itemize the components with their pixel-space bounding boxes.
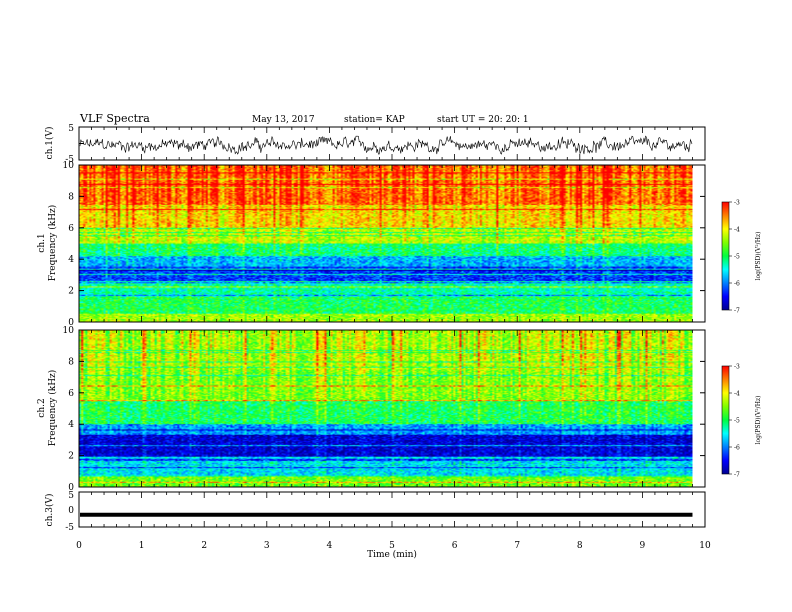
spec-ytick-label: 10 [63,161,75,171]
ch1-colorbar: -3 -4 -5 -6 -7 log(PSD)(V²/Hz) [721,200,762,315]
colorbar-tick-label: -5 [734,418,740,425]
ch1-spectrogram-panel: 0 2 4 6 8 10 ch.1 Frequency (kHz) [37,161,706,328]
spec-ytick-label: 8 [68,192,74,202]
ch1-ytick-top: 5 [68,124,74,134]
date-label: May 13, 2017 [252,115,315,125]
ch1-waveform-ylabel: ch.1(V) [44,127,55,160]
spec-ytick-label: 0 [68,483,74,493]
colorbar-tick-label: -5 [734,254,740,261]
spec-ytick-label: 2 [68,452,74,462]
colorbar-tick-label: -7 [734,308,740,315]
ch2-colorbar-label: log(PSD)(V²/Hz) [755,396,762,445]
spec-ytick-label: 8 [68,357,74,367]
x-tick-label: 5 [389,541,395,551]
ch3-ytick-mid: 0 [68,506,74,516]
ch1-ytick-bottom: -5 [65,155,74,165]
colorbar-tick-label: -7 [734,472,740,479]
ch1-spec-ylabel-line2: Frequency (kHz) [47,205,58,282]
ch3-ytick-top: 5 [68,491,74,501]
colorbar-tick-label: -6 [734,281,740,288]
colorbar-tick-label: -3 [734,364,740,371]
x-tick-label: 4 [327,541,333,551]
spec-ytick-label: 0 [68,318,74,328]
x-tick-label: 10 [699,541,711,551]
x-tick-label: 1 [139,541,145,551]
x-tick-label: 3 [264,541,270,551]
ch2-colorbar-gradient [722,366,729,474]
ch2-spec-ylabel-line1: ch.2 [37,398,47,417]
x-tick-label: 0 [76,541,82,551]
x-tick-label: 6 [452,541,458,551]
ch1-colorbar-label: log(PSD)(V²/Hz) [755,232,762,281]
x-tick-label: 7 [514,541,520,551]
ch1-colorbar-gradient [722,202,729,310]
x-axis-label: Time (min) [367,549,417,560]
colorbar-tick-label: -4 [734,391,740,398]
spec-ytick-label: 2 [68,287,74,297]
ch1-spectrogram-image [79,165,693,322]
colorbar-tick-label: -3 [734,200,740,207]
spec-ytick-label: 6 [68,389,74,399]
colorbar-tick-label: -6 [734,445,740,452]
spec-ytick-label: 10 [63,326,75,336]
ch2-spectrogram-image [79,330,693,487]
ch2-spec-ylabel-line2: Frequency (kHz) [47,370,58,447]
ch1-waveform-trace [79,135,693,155]
ch2-colorbar: -3 -4 -5 -6 -7 log(PSD)(V²/Hz) [721,364,762,479]
spec-ytick-label: 6 [68,224,74,234]
figure-title: VLF Spectra [79,112,150,125]
ch1-spec-ylabel-line1: ch.1 [37,233,47,252]
x-tick-label: 2 [201,541,207,551]
spec-ytick-label: 4 [68,255,74,265]
colorbar-tick-label: -4 [734,227,740,234]
x-tick-label: 8 [577,541,583,551]
station-label: station= KAP [344,115,405,125]
ch2-spectrogram-panel: 0 2 4 6 8 10 ch.2 Frequency (kHz) [37,326,706,493]
ch3-ytick-bottom: -5 [65,523,74,533]
start-time-label: start UT = 20: 20: 1 [437,115,529,125]
ch1-waveform-panel: 5 -5 ch.1(V) [44,124,706,165]
spec-ytick-label: 4 [68,420,74,430]
ch3-waveform-ylabel: ch.3(V) [44,494,55,527]
ch3-waveform-panel: 5 0 -5 ch.3(V) [44,491,706,533]
x-tick-label: 9 [640,541,646,551]
